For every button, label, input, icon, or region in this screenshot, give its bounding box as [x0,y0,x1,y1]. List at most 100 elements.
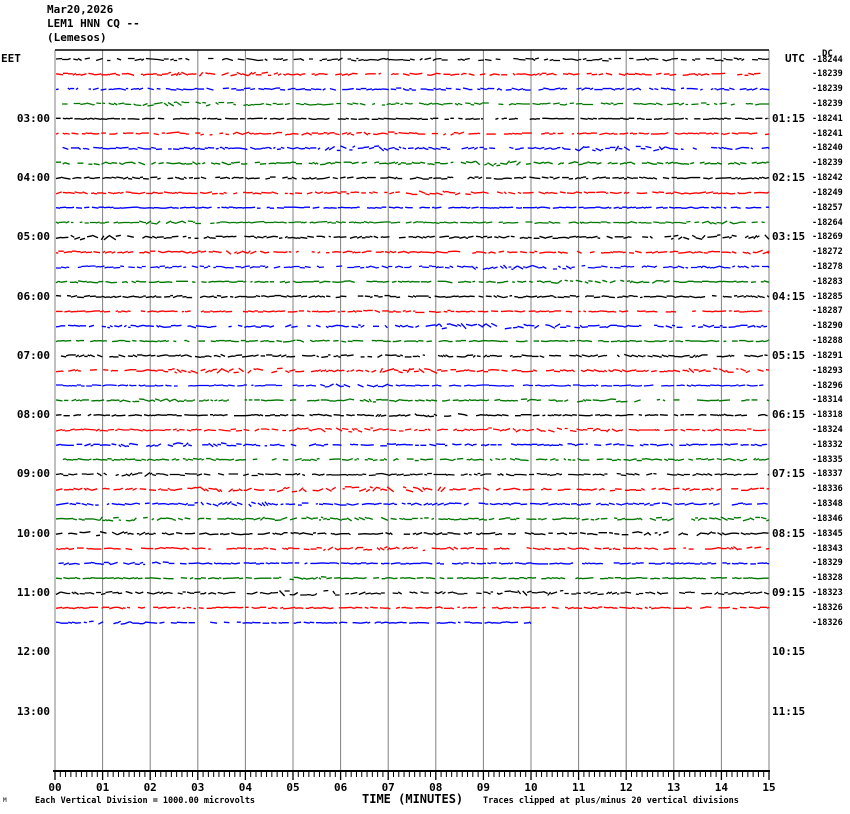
trace-row [55,367,770,374]
trace-row [55,398,770,403]
dc-offset-value: -18239 [812,98,843,109]
minute-label: 04 [238,781,253,794]
trace-row [56,383,764,388]
dc-offset-value: -18239 [812,69,843,80]
trace-row [56,160,770,167]
minute-label: 10 [524,781,538,794]
eet-hour-label: 03:00 [16,111,50,125]
trace-row [62,101,769,107]
eet-hour-label: 11:00 [16,586,50,600]
trace-row [55,501,768,508]
trace-row [55,339,769,343]
dc-offset-value: -18283 [812,276,843,287]
dc-offset-value: -18332 [812,439,843,450]
utc-hour-label: 07:15 [772,467,806,481]
trace-row [55,589,770,597]
eet-hour-label: 12:00 [16,645,50,659]
utc-hour-label: 03:15 [772,230,806,244]
dc-offset-value: -18240 [812,143,843,154]
utc-hour-label: 01:15 [772,111,806,125]
dc-offset-value: -18264 [812,217,843,228]
footer-clip-note: Traces clipped at plus/minus 20 vertical… [483,796,739,806]
trace-row [55,322,768,330]
trace-row [55,190,770,196]
trace-row [55,486,769,493]
dc-offset-value: -18239 [812,158,843,169]
minute-label: 07 [381,781,395,794]
minute-label: 11 [571,781,586,794]
dc-offset-value: -18285 [812,291,843,302]
utc-hour-label: 10:15 [772,645,806,659]
trace-row [55,71,761,77]
eet-hour-label: 06:00 [16,289,50,303]
dc-offset-value: -18287 [812,306,843,317]
utc-hour-label: 05:15 [772,348,806,362]
minute-label: 14 [714,781,729,794]
trace-row [55,234,770,241]
dc-offset-value: -18345 [812,528,843,539]
trace-row [55,206,769,209]
dc-offset-value: -18269 [812,232,843,243]
dc-offset-value: -18241 [812,128,843,139]
dc-offset-value: -18291 [812,350,843,361]
left-timezone-label: EET [1,52,21,65]
dc-offset-value: -18318 [812,410,843,421]
dc-offset-value: -18290 [812,321,843,332]
dc-offset-value: -18278 [812,261,843,272]
dc-offset-value: -18241 [812,113,843,124]
minute-label: 03 [191,781,205,794]
dc-offset-value: -18257 [812,202,843,213]
dc-header-label: DC [822,49,833,59]
watermark-glyph: M [3,797,7,804]
right-timezone-label: UTC [785,52,805,65]
utc-hour-label: 11:15 [772,704,806,718]
trace-row [55,427,770,433]
trace-row [55,545,770,552]
trace-row [56,309,770,314]
header-location: (Lemesos) [47,31,107,44]
dc-offset-value: -18346 [812,513,843,524]
utc-hour-label: 06:15 [772,408,806,422]
trace-row [62,145,770,152]
trace-row [55,620,532,625]
dc-offset-value: -18343 [812,543,843,554]
dc-offset-value: -18242 [812,173,843,184]
dc-offset-value: -18272 [812,247,843,258]
trace-row [60,353,768,359]
dc-offset-value: -18329 [812,558,843,569]
trace-row [55,471,770,478]
minute-label: 01 [95,781,110,794]
dc-offset-value: -18288 [812,336,843,347]
trace-row [55,576,769,581]
eet-hour-label: 10:00 [16,526,50,540]
trace-row [55,606,770,610]
dc-offset-value: -18328 [812,573,843,584]
minute-label: 13 [667,781,681,794]
dc-offset-value: -18335 [812,454,843,465]
trace-row [55,531,769,537]
minute-label: 00 [48,781,62,794]
eet-hour-label: 05:00 [16,230,50,244]
trace-row [55,413,768,418]
trace-row [55,176,770,180]
trace-row [55,57,770,62]
trace-row [55,249,770,255]
dc-offset-value: -18314 [812,395,843,406]
eet-hour-label: 07:00 [16,348,50,362]
minute-label: 05 [286,781,300,794]
utc-hour-label: 02:15 [772,171,806,185]
trace-row [55,220,765,225]
utc-hour-label: 08:15 [772,526,806,540]
dc-offset-value: -18244 [812,54,843,65]
minute-label: 09 [476,781,491,794]
trace-row [55,279,770,284]
minute-label: 15 [762,781,776,794]
trace-row [62,457,770,462]
eet-hour-label: 13:00 [16,704,50,718]
dc-offset-value: -18337 [812,469,843,480]
trace-row [55,516,770,522]
dc-offset-value: -18326 [812,617,843,628]
dc-offset-value: -18348 [812,499,843,510]
dc-offset-value: -18239 [812,84,843,95]
